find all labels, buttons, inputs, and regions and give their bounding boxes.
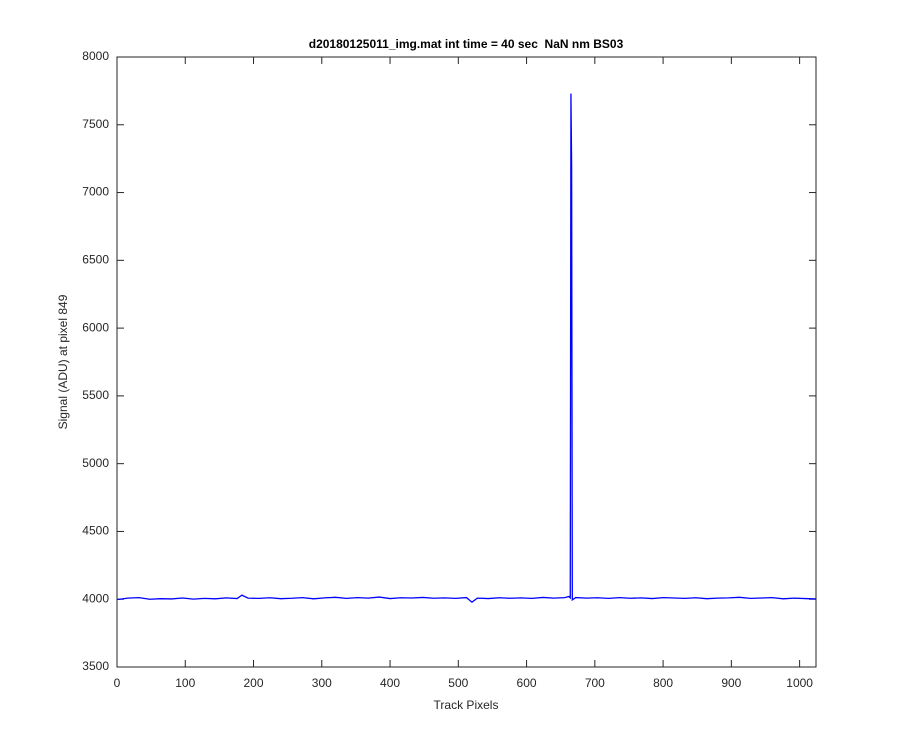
y-tick-label: 5500 xyxy=(82,388,109,402)
y-tick-label: 4500 xyxy=(82,524,109,538)
x-tick-label: 100 xyxy=(175,676,195,690)
y-tick-label: 7000 xyxy=(82,185,109,199)
x-tick-label: 800 xyxy=(653,676,673,690)
data-line xyxy=(117,93,817,604)
x-tick-label: 500 xyxy=(448,676,468,690)
x-tick-label: 600 xyxy=(517,676,537,690)
y-tick-label: 4000 xyxy=(82,591,109,605)
x-tick-label: 900 xyxy=(721,676,741,690)
y-tick-label: 3500 xyxy=(82,659,109,673)
y-tick-label: 7500 xyxy=(82,117,109,131)
y-axis-label: Signal (ADU) at pixel 849 xyxy=(56,294,70,429)
x-tick-label: 200 xyxy=(244,676,264,690)
y-tick-label: 5000 xyxy=(82,456,109,470)
y-tick-label: 6000 xyxy=(82,320,109,334)
x-tick-label: 400 xyxy=(380,676,400,690)
y-tick-label: 6500 xyxy=(82,253,109,267)
x-tick-label: 300 xyxy=(312,676,332,690)
chart-title: d20180125011_img.mat int time = 40 sec N… xyxy=(309,37,624,51)
x-tick-label: 700 xyxy=(585,676,605,690)
x-tick-label: 1000 xyxy=(786,676,813,690)
x-axis-label: Track Pixels xyxy=(434,698,499,712)
plot-frame xyxy=(116,56,817,668)
x-tick-label: 0 xyxy=(114,676,121,690)
y-tick-label: 8000 xyxy=(82,49,109,63)
